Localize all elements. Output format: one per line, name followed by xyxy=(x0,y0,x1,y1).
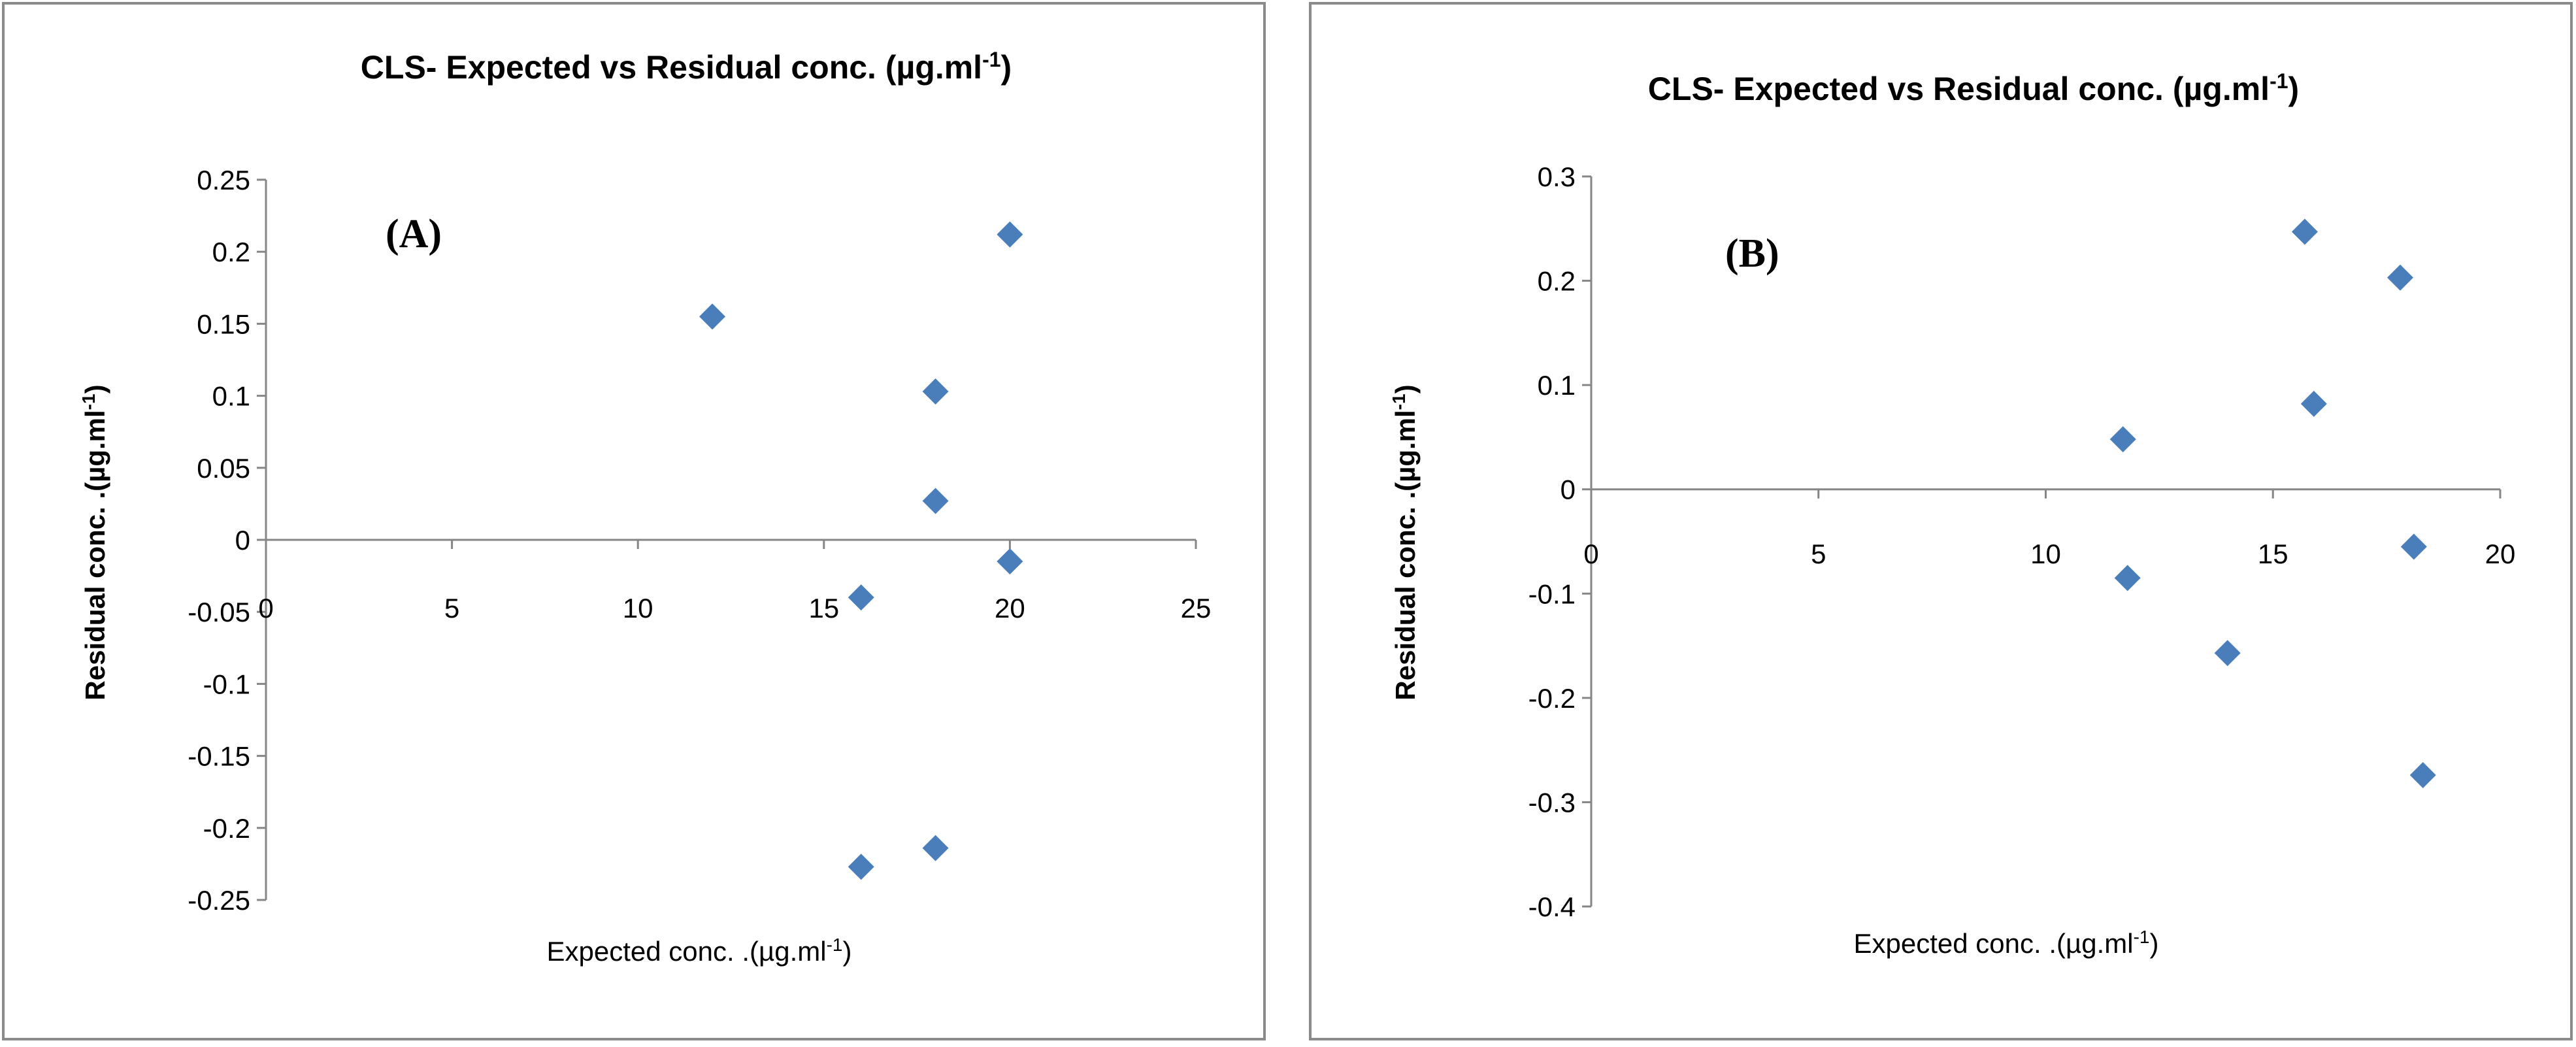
chart-title: CLS- Expected vs Residual conc. (µg.ml-1… xyxy=(1648,69,2299,107)
x-tick-label: 25 xyxy=(1181,593,1212,623)
y-tick-label: -0.3 xyxy=(1528,787,1576,818)
chart-b: CLS- Expected vs Residual conc. (µg.ml-1… xyxy=(1309,2,2573,1040)
y-tick-label: 0 xyxy=(235,525,250,556)
chart-a: CLS- Expected vs Residual conc. (µg.ml-1… xyxy=(2,2,1266,1040)
data-point xyxy=(2300,390,2327,417)
data-point xyxy=(699,303,726,330)
y-tick-label: -0.05 xyxy=(188,597,250,627)
chart-panel-b: CLS- Expected vs Residual conc. (µg.ml-1… xyxy=(1307,0,2576,1044)
y-tick-label: 0 xyxy=(1560,474,1576,505)
y-tick-label: 0.25 xyxy=(197,165,250,195)
panel-label: (B) xyxy=(1725,231,1779,276)
data-point xyxy=(922,835,949,861)
data-point xyxy=(2291,218,2318,245)
panel-label: (A) xyxy=(386,212,442,256)
data-point xyxy=(848,854,874,880)
x-tick-label: 0 xyxy=(258,593,273,623)
y-axis-label: Residual conc. .(µg.ml-1) xyxy=(78,384,111,700)
x-axis-label: Expected conc. .(µg.ml-1) xyxy=(547,935,852,967)
x-tick-label: 20 xyxy=(995,593,1025,623)
data-point xyxy=(997,221,1023,248)
y-tick-label: -0.15 xyxy=(188,741,250,772)
x-tick-label: 10 xyxy=(2030,539,2061,569)
x-tick-label: 5 xyxy=(1811,539,1826,569)
data-point xyxy=(922,378,949,405)
y-tick-label: -0.2 xyxy=(203,813,250,844)
y-tick-label: 0.1 xyxy=(212,381,250,412)
chart-title: CLS- Expected vs Residual conc. (µg.ml-1… xyxy=(361,48,1012,86)
y-axis-label: Residual conc. .(µg.ml-1) xyxy=(1389,384,1421,700)
chart-frame xyxy=(1309,2,2573,1040)
data-point xyxy=(2400,533,2427,560)
x-tick-label: 15 xyxy=(2258,539,2288,569)
x-tick-label: 10 xyxy=(623,593,653,623)
y-tick-label: 0.2 xyxy=(1538,266,1576,297)
y-tick-label: -0.25 xyxy=(188,885,250,916)
y-tick-label: -0.1 xyxy=(203,669,250,699)
data-point xyxy=(848,584,874,611)
data-point xyxy=(2109,426,2136,453)
x-tick-label: 0 xyxy=(1583,539,1598,569)
chart-panel-a: CLS- Expected vs Residual conc. (µg.ml-1… xyxy=(0,0,1268,1044)
data-point xyxy=(2386,264,2413,291)
y-tick-label: -0.1 xyxy=(1528,578,1576,609)
x-tick-label: 20 xyxy=(2485,539,2516,569)
data-point xyxy=(2114,565,2141,591)
data-point xyxy=(997,548,1023,575)
data-point xyxy=(2214,640,2241,667)
y-tick-label: 0.05 xyxy=(197,453,250,484)
y-tick-label: -0.2 xyxy=(1528,683,1576,714)
y-tick-label: 0.3 xyxy=(1538,161,1576,192)
data-point xyxy=(922,488,949,514)
data-point xyxy=(2409,761,2436,788)
chart-frame xyxy=(2,2,1266,1040)
y-tick-label: -0.4 xyxy=(1528,891,1576,922)
x-axis-label: Expected conc. .(µg.ml-1) xyxy=(1854,927,2159,959)
y-tick-label: 0.15 xyxy=(197,308,250,339)
x-tick-label: 5 xyxy=(444,593,459,623)
y-tick-label: 0.2 xyxy=(212,237,250,267)
y-tick-label: 0.1 xyxy=(1538,370,1576,401)
x-tick-label: 15 xyxy=(808,593,839,623)
